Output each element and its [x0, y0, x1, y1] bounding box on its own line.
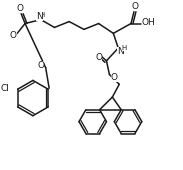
Text: O: O [37, 61, 44, 70]
Text: O: O [131, 2, 138, 11]
Text: H: H [39, 12, 44, 18]
Text: O: O [17, 4, 24, 13]
Text: N: N [117, 47, 124, 56]
Text: O: O [95, 53, 102, 62]
Text: Cl: Cl [1, 84, 10, 93]
Text: N: N [36, 12, 43, 21]
Text: O: O [111, 73, 118, 82]
Text: OH: OH [142, 18, 156, 27]
Text: O: O [10, 31, 17, 40]
Text: H: H [122, 45, 127, 51]
